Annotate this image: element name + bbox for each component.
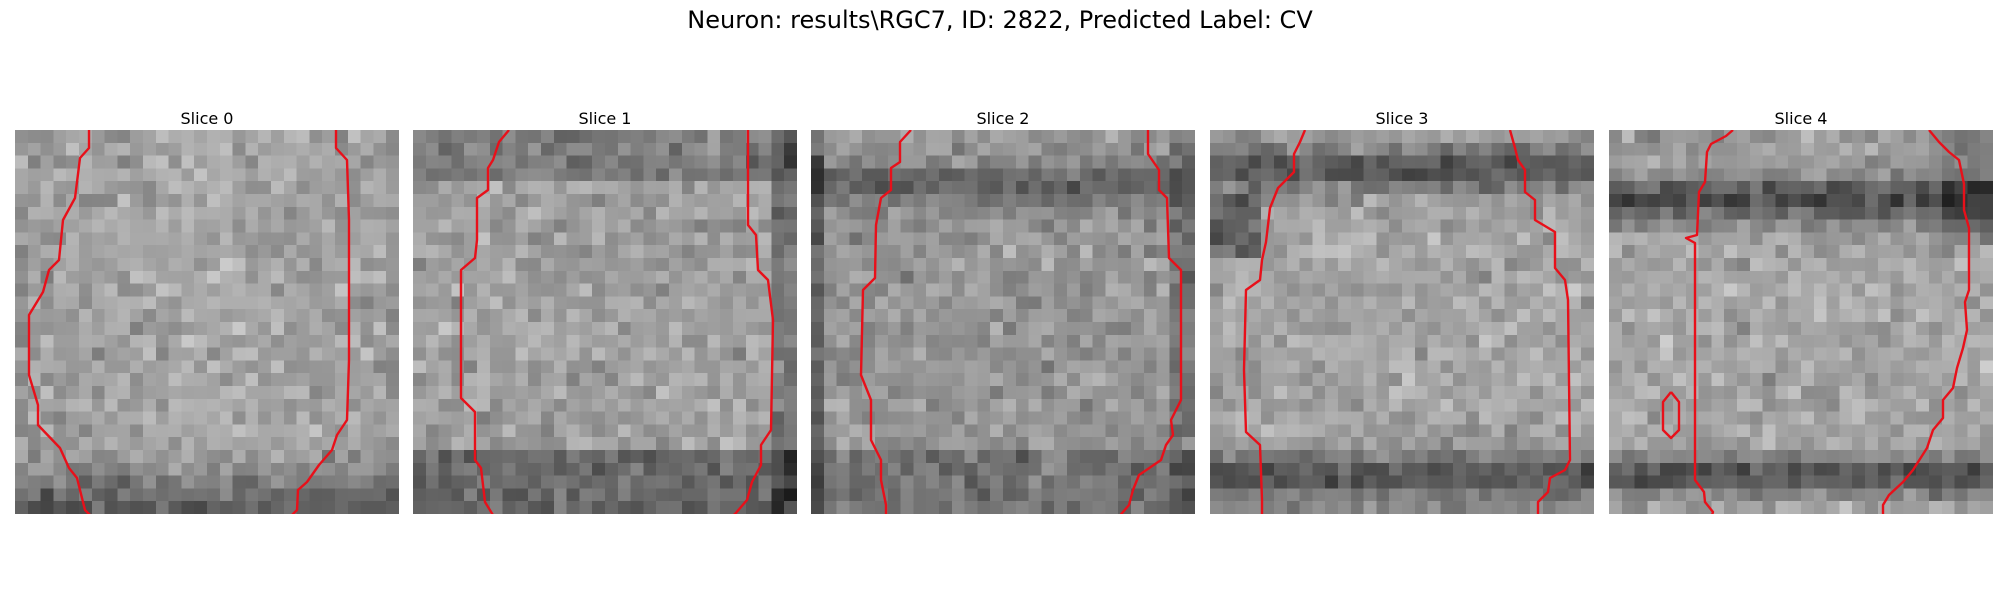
slice-title: Slice 4: [1774, 109, 1828, 128]
cell-contour-line: [859, 130, 912, 514]
figure-title: Neuron: results\RGC7, ID: 2822, Predicte…: [687, 6, 1313, 34]
cell-contour-line: [1661, 391, 1681, 440]
slice-panel-3: Slice 3: [1210, 108, 1594, 514]
slice-panel-4: Slice 4: [1609, 108, 1993, 514]
cell-contour-line: [732, 130, 775, 514]
cell-contour-line: [1242, 130, 1307, 514]
slice-image: [1210, 130, 1594, 514]
cell-contour-line: [291, 130, 351, 514]
slice-title: Slice 0: [180, 109, 234, 128]
cell-contour-line: [27, 130, 91, 514]
cell-contour-line: [1881, 130, 1971, 514]
pixel-grid: [811, 130, 1195, 514]
cell-contour-line: [1508, 130, 1572, 514]
slice-title: Slice 3: [1375, 109, 1429, 128]
pixel-grid: [413, 130, 797, 514]
slice-panel-0: Slice 0: [15, 108, 399, 514]
slice-image: [811, 130, 1195, 514]
slice-panel-1: Slice 1: [413, 108, 797, 514]
pixel-grid: [1210, 130, 1594, 514]
slice-image: [15, 130, 399, 514]
pixel-grid: [1609, 130, 1993, 514]
slice-panel-2: Slice 2: [811, 108, 1195, 514]
slice-image: [413, 130, 797, 514]
slice-title: Slice 2: [976, 109, 1030, 128]
cell-contour-line: [1684, 130, 1734, 514]
slice-image: [1609, 130, 1993, 514]
cell-contour-line: [459, 130, 510, 514]
slice-title: Slice 1: [578, 109, 632, 128]
pixel-grid: [15, 130, 399, 514]
cell-contour-line: [1119, 130, 1183, 514]
